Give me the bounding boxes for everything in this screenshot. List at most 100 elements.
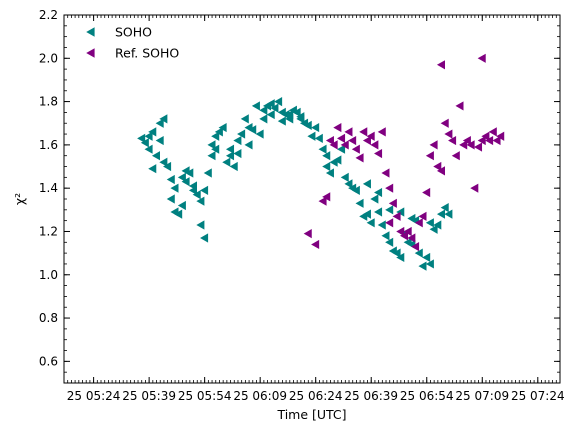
data-point-soho [436,209,446,219]
data-point-soho [214,127,223,137]
data-point-ref-soho [485,135,494,146]
data-point-soho [155,118,164,128]
y-tick-label: 1.8 [39,95,58,109]
data-point-soho [325,168,334,178]
x-tick-label: 25 06:39 [344,389,398,403]
data-point-soho [185,168,194,178]
data-point-soho [322,161,331,172]
data-point-soho [177,200,186,211]
data-point-soho [362,209,371,219]
data-point-ref-soho [492,135,501,146]
data-point-soho [333,155,342,165]
data-point-soho [181,177,190,187]
data-point-soho [170,183,179,193]
data-point-ref-soho [396,226,405,237]
data-point-ref-soho [340,140,349,150]
data-point-ref-soho [477,135,486,146]
data-point-soho [385,237,394,247]
y-tick-label: 2.2 [39,8,58,22]
legend: SOHO Ref. SOHO [86,25,179,61]
data-point-ref-soho [337,133,346,143]
data-point-ref-soho [422,187,431,198]
x-tick-label: 25 07:09 [455,389,509,403]
data-point-soho [307,131,316,141]
data-point-soho [422,252,431,263]
data-point-ref-soho [403,226,412,237]
data-point-soho [248,125,257,135]
data-point-soho [196,220,205,230]
data-point-ref-soho [481,131,490,141]
data-point-soho [259,105,268,115]
y-tick-label: 1.2 [39,224,58,238]
x-tick-label: 25 05:54 [178,389,232,403]
data-point-soho [244,140,253,150]
x-tick-label: 25 06:24 [289,389,343,403]
data-point-ref-soho [303,229,312,239]
data-point-soho [225,144,235,154]
data-point-ref-soho [318,196,327,206]
data-point-ref-soho [414,218,423,228]
data-point-ref-soho [436,166,446,176]
data-point-soho [237,129,246,139]
x-tick-label: 25 06:09 [233,389,287,403]
data-point-soho [366,218,375,228]
data-point-ref-soho [366,131,375,141]
data-point-soho [166,174,175,185]
data-point-soho [148,127,157,137]
data-point-soho [370,194,379,204]
data-point-ref-soho [370,140,379,150]
data-point-soho [155,135,164,146]
data-point-soho [166,194,175,204]
data-point-soho [311,122,320,133]
data-point-soho [200,185,209,195]
data-point-ref-soho [429,140,438,150]
data-point-soho [148,164,157,174]
data-point-ref-soho [448,135,457,146]
data-point-soho [211,131,220,141]
data-point-soho [233,135,242,146]
data-point-ref-soho [466,140,475,150]
data-point-soho [177,172,186,182]
data-point-soho [381,231,390,241]
data-point-ref-soho [377,127,386,137]
data-point-soho [159,157,168,167]
data-point-soho [218,122,227,133]
data-point-soho [344,179,353,189]
y-tick-label: 1.6 [39,138,58,152]
data-point-ref-soho [444,129,453,139]
data-point-ref-soho [333,122,342,133]
data-point-ref-soho [381,168,390,178]
x-tick-label: 25 07:24 [511,389,565,403]
data-point-soho [425,259,434,269]
data-point-soho [429,224,438,234]
data-point-ref-soho [433,161,442,172]
data-point-soho [188,185,198,195]
data-point-ref-soho [348,135,357,146]
data-point-ref-soho [407,233,416,243]
data-point-soho [137,133,146,143]
data-point-soho [266,109,275,120]
legend-marker [86,48,95,58]
data-point-ref-soho [385,183,394,193]
data-point-soho [277,116,286,126]
data-point-soho [396,252,405,263]
data-point-soho [337,144,346,154]
data-point-soho [140,138,149,148]
data-point-ref-soho [411,242,420,252]
data-point-soho [192,190,201,200]
y-tick-label: 1.4 [39,181,58,195]
data-point-ref-soho [496,131,505,141]
data-point-ref-soho [392,211,401,221]
data-point-ref-soho [362,135,371,146]
y-tick-label: 0.6 [39,354,58,368]
data-point-soho [211,144,220,154]
data-point-ref-soho [351,144,360,154]
data-point-ref-soho [418,211,427,221]
data-point-ref-soho [473,142,483,152]
data-point-ref-soho [344,127,353,137]
data-point-soho [362,179,371,189]
data-point-soho [340,172,349,182]
data-point-ref-soho [470,183,479,193]
